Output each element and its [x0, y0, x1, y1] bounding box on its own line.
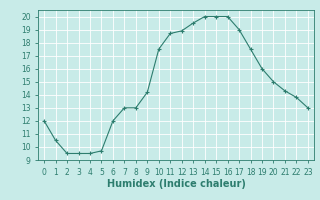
X-axis label: Humidex (Indice chaleur): Humidex (Indice chaleur) — [107, 179, 245, 189]
